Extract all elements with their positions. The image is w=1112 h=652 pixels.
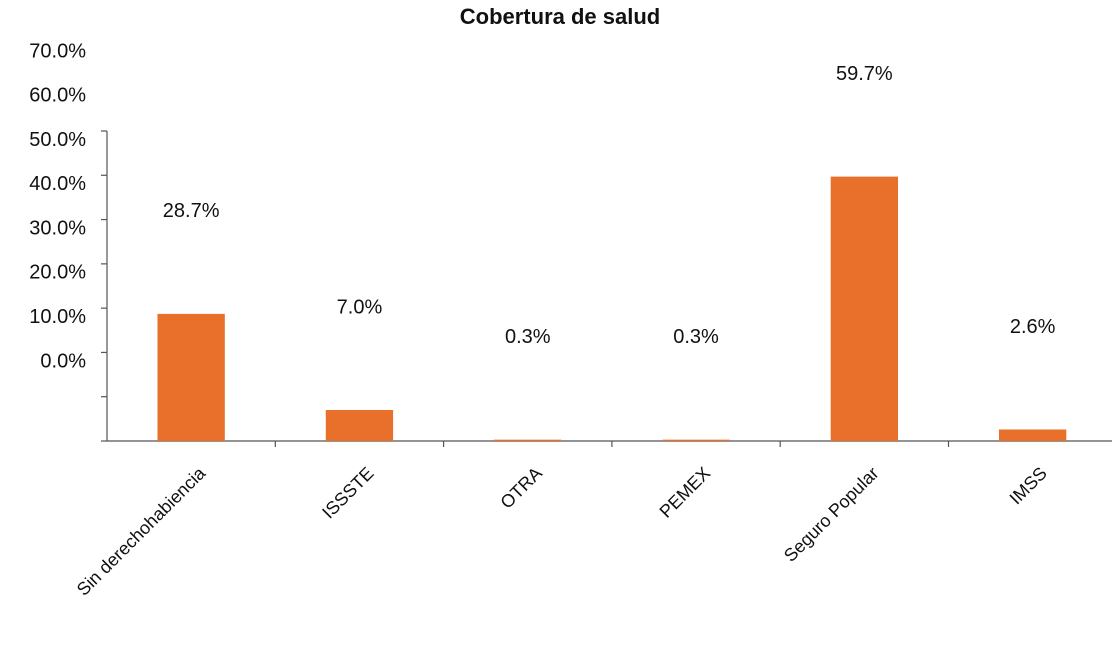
x-tick-label: IMSS bbox=[1006, 463, 1051, 508]
bar bbox=[494, 439, 562, 441]
value-label: 7.0% bbox=[337, 296, 383, 318]
y-tick-label: 20.0% bbox=[29, 262, 86, 284]
y-tick-label: 60.0% bbox=[29, 85, 86, 107]
value-label: 0.3% bbox=[673, 326, 719, 348]
x-tick-label: PEMEX bbox=[656, 463, 715, 522]
y-tick-label: 70.0% bbox=[29, 40, 86, 62]
x-tick-label: Seguro Popular bbox=[780, 463, 883, 566]
value-label: 28.7% bbox=[163, 200, 220, 222]
value-label: 59.7% bbox=[836, 63, 893, 85]
x-tick-label: ISSSTE bbox=[318, 463, 377, 522]
y-tick-label: 0.0% bbox=[40, 350, 86, 372]
x-tick-label: OTRA bbox=[496, 463, 546, 513]
bar bbox=[662, 439, 730, 441]
value-label: 0.3% bbox=[505, 326, 551, 348]
bar bbox=[325, 410, 394, 441]
y-tick-label: 10.0% bbox=[29, 306, 86, 328]
chart-title: Cobertura de salud bbox=[460, 4, 660, 29]
bar bbox=[830, 176, 899, 441]
x-tick-label: Sin derechohabiencia bbox=[73, 462, 210, 599]
bar bbox=[157, 313, 225, 441]
y-tick-label: 30.0% bbox=[29, 217, 86, 239]
y-tick-label: 50.0% bbox=[29, 129, 86, 151]
bar bbox=[998, 429, 1067, 441]
value-label: 2.6% bbox=[1010, 316, 1056, 338]
y-tick-label: 40.0% bbox=[29, 173, 86, 195]
